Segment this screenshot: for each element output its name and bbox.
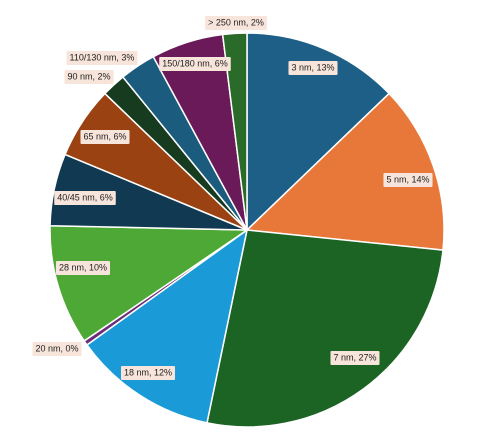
label-box [80, 130, 130, 144]
data-label: 28 nm, 10% [59, 262, 107, 272]
label-box [288, 61, 338, 75]
label-box [55, 261, 111, 275]
pie-slice [221, 32, 248, 231]
data-label: 110/130 nm, 3% [70, 52, 135, 62]
data-label: 5 nm, 14% [386, 174, 429, 184]
data-label: 40/45 nm, 6% [57, 192, 113, 202]
label-box [330, 351, 380, 365]
data-label: 20 nm, 0% [35, 343, 78, 353]
pie-slice [246, 32, 391, 232]
pie-slice [206, 229, 444, 428]
data-label: 90 nm, 2% [67, 71, 110, 81]
data-label: 3 nm, 13% [291, 62, 334, 72]
label-box [32, 342, 82, 356]
label-box [66, 51, 138, 65]
label-box [120, 366, 176, 380]
data-label: 7 nm, 27% [333, 352, 376, 362]
label-box [54, 191, 116, 205]
pie-slice [49, 224, 250, 342]
pie-slice [245, 92, 445, 251]
label-box [205, 16, 267, 30]
data-label: > 250 nm, 2% [208, 17, 264, 27]
data-label: 18 nm, 12% [124, 367, 172, 377]
data-label: 65 nm, 6% [83, 131, 126, 141]
data-label: 150/180 nm, 6% [162, 58, 228, 68]
label-box [159, 57, 231, 71]
label-box [64, 70, 114, 84]
label-box [383, 173, 433, 187]
